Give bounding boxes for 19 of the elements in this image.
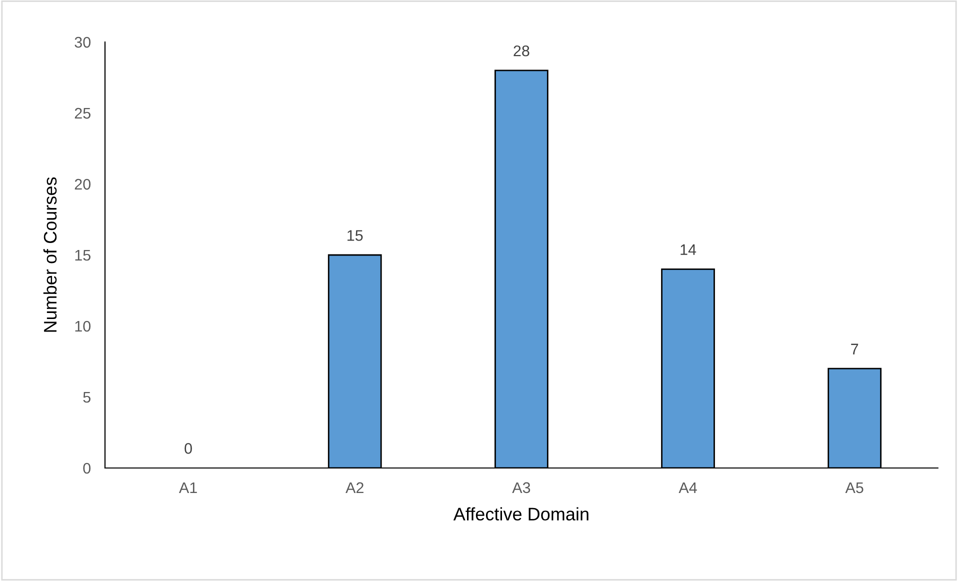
y-tick-label: 5 — [83, 392, 90, 403]
x-tick-label: A1 — [178, 482, 197, 493]
data-label: 28 — [514, 45, 530, 56]
x-tick-label: A5 — [845, 482, 864, 494]
y-tick-label: 10 — [75, 320, 91, 332]
y-tick-label: 25 — [74, 108, 90, 119]
x-axis-title: Affective Domain — [453, 507, 588, 520]
x-tick-label: A3 — [512, 482, 530, 494]
y-tick-label: 0 — [83, 462, 91, 474]
x-tick-label: A4 — [678, 482, 697, 493]
data-label: 0 — [184, 443, 192, 454]
data-label: 14 — [680, 244, 696, 255]
y-axis-title: Number of Courses — [43, 177, 57, 332]
data-label: 7 — [851, 344, 858, 354]
data-label: 15 — [348, 230, 363, 241]
y-tick-label: 30 — [74, 36, 91, 48]
y-tick-label: 20 — [74, 178, 91, 190]
y-tick-label: 15 — [75, 250, 90, 261]
x-tick-label: A2 — [346, 482, 364, 493]
